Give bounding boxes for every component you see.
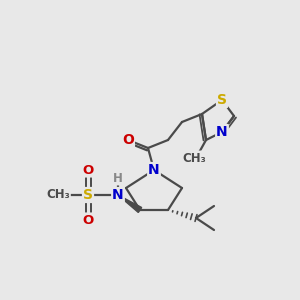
- Text: O: O: [82, 214, 94, 226]
- Text: N: N: [148, 163, 160, 177]
- Text: H: H: [113, 172, 123, 184]
- Text: S: S: [217, 93, 227, 107]
- Text: S: S: [83, 188, 93, 202]
- Text: O: O: [82, 164, 94, 176]
- Text: N: N: [112, 188, 124, 202]
- Polygon shape: [118, 195, 142, 212]
- Text: CH₃: CH₃: [182, 152, 206, 164]
- Text: CH₃: CH₃: [46, 188, 70, 202]
- Text: O: O: [122, 133, 134, 147]
- Text: N: N: [216, 125, 228, 139]
